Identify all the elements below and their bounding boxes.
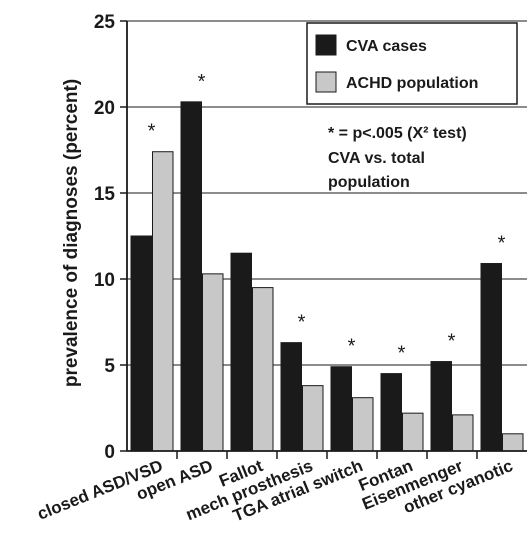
bar-cva-cases [280, 342, 302, 452]
y-tick-label: 0 [104, 442, 115, 463]
bar-cva-cases [430, 361, 452, 452]
bar-achd-population [152, 151, 174, 452]
significance-star: * [298, 312, 306, 334]
significance-marks: * * * * * * * [148, 71, 506, 365]
significance-star: * [148, 121, 156, 143]
bar-achd-population [502, 433, 524, 452]
legend: CVA cases ACHD population [306, 22, 518, 105]
bar-cva-cases [330, 366, 352, 452]
bar-cva-cases [230, 252, 252, 452]
legend-swatch-cva-cases [315, 34, 337, 56]
y-tick-label: 20 [94, 98, 115, 119]
y-tick-label: 25 [94, 12, 116, 33]
bar-achd-population [402, 412, 424, 452]
significance-star: * [398, 343, 406, 365]
significance-star: * [498, 233, 506, 255]
bar-achd-population [352, 397, 374, 452]
y-axis-title: prevalence of diagnoses (percent) [61, 79, 82, 387]
axes [120, 20, 527, 459]
y-tick-label: 5 [104, 356, 115, 377]
bar-cva-cases [380, 373, 402, 452]
significance-star: * [348, 336, 356, 358]
bar-cva-cases [480, 263, 502, 452]
bar-achd-population [302, 385, 324, 452]
bars [130, 101, 524, 452]
y-tick-label: 10 [94, 270, 115, 291]
bar-cva-cases [180, 101, 202, 452]
legend-swatch-achd-population [315, 71, 337, 93]
legend-label-cva-cases: CVA cases [346, 38, 427, 55]
note-line-3: population [328, 174, 410, 191]
bar-achd-population [202, 273, 224, 452]
note-line-2: CVA vs. total [328, 150, 425, 167]
note-line-1: * = p<.005 (X² test) [328, 125, 467, 142]
y-tick-labels: 0 5 10 15 20 25 [94, 12, 116, 463]
legend-box [306, 22, 518, 105]
significance-star: * [198, 71, 206, 93]
legend-label-achd-population: ACHD population [346, 75, 478, 92]
significance-note: * = p<.005 (X² test) CVA vs. total popul… [328, 125, 467, 191]
significance-star: * [448, 331, 456, 353]
y-tick-label: 15 [94, 184, 116, 205]
bar-cva-cases [130, 235, 152, 452]
bar-achd-population [452, 414, 474, 452]
bar-achd-population [252, 287, 274, 452]
